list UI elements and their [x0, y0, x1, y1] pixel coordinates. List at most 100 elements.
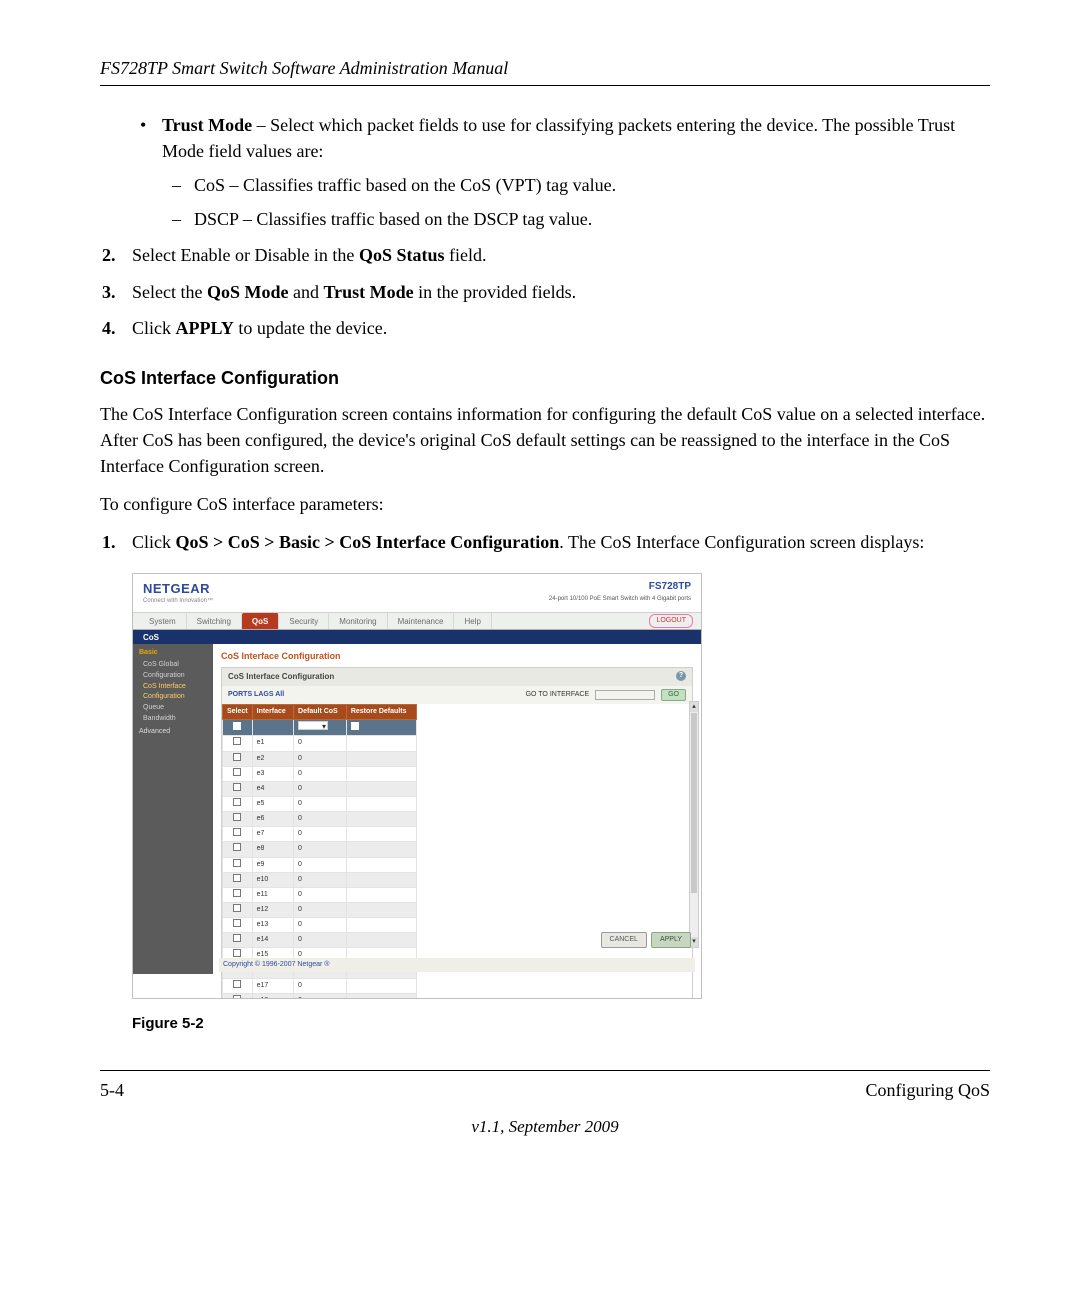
figure-5-2: NETGEAR Connect with Innovation™ FS728TP…: [132, 573, 990, 1035]
table-row: e170: [223, 978, 417, 993]
row-checkbox[interactable]: [233, 859, 241, 867]
restore-all-checkbox[interactable]: [351, 722, 359, 730]
trust-mode-label: Trust Mode: [162, 115, 252, 135]
select-all-checkbox[interactable]: [233, 722, 241, 730]
row-default-cos: 0: [294, 781, 347, 796]
row-checkbox[interactable]: [233, 737, 241, 745]
step3-post: in the provided fields.: [414, 282, 576, 302]
row-default-cos: 0: [294, 902, 347, 917]
apply-button[interactable]: APPLY: [651, 932, 691, 948]
row-restore: [346, 827, 416, 842]
table-row: e130: [223, 918, 417, 933]
row-default-cos: 0: [294, 993, 347, 999]
sidebar-item-cos-global[interactable]: CoS Global Configuration: [143, 660, 207, 680]
row-default-cos: 0: [294, 812, 347, 827]
tab-help[interactable]: Help: [454, 613, 491, 629]
logout-button[interactable]: LOGOUT: [649, 614, 693, 628]
row-restore: [346, 812, 416, 827]
main-panel: CoS Interface Configuration CoS Interfac…: [213, 644, 701, 974]
sidebar-item-queue[interactable]: Queue: [143, 703, 207, 713]
row-checkbox[interactable]: [233, 874, 241, 882]
tab-maintenance[interactable]: Maintenance: [388, 613, 455, 629]
version-line: v1.1, September 2009: [100, 1115, 990, 1140]
row-checkbox[interactable]: [233, 828, 241, 836]
row-checkbox[interactable]: [233, 919, 241, 927]
bottom-rule: [100, 1070, 990, 1071]
section-heading: CoS Interface Configuration: [100, 365, 990, 391]
row-interface: e7: [252, 827, 293, 842]
step3-b1: QoS Mode: [207, 282, 289, 302]
row-checkbox[interactable]: [233, 843, 241, 851]
row-restore: [346, 781, 416, 796]
row-interface: e17: [252, 978, 293, 993]
sub-nav-bar: CoS: [133, 630, 701, 644]
table-row: e90: [223, 857, 417, 872]
figure-caption: Figure 5-2: [132, 1013, 990, 1035]
row-checkbox[interactable]: [233, 980, 241, 988]
row-interface: e18: [252, 993, 293, 999]
scrollbar[interactable]: ▴ ▾: [689, 701, 699, 948]
sidebar-group-basic[interactable]: Basic: [139, 648, 207, 658]
cancel-button[interactable]: CANCEL: [601, 932, 647, 948]
trust-mode-dscp: DSCP – Classifies traffic based on the D…: [194, 206, 990, 232]
tab-qos[interactable]: QoS: [242, 613, 279, 629]
tab-system[interactable]: System: [139, 613, 187, 629]
tab-security[interactable]: Security: [279, 613, 329, 629]
help-icon[interactable]: ?: [676, 671, 686, 681]
scroll-thumb[interactable]: [691, 713, 697, 893]
sidebar-item-advanced[interactable]: Advanced: [139, 727, 207, 737]
row-default-cos: 0: [294, 736, 347, 751]
copyright-text: Copyright © 1996-2007 Netgear ®: [219, 958, 695, 972]
netgear-screenshot: NETGEAR Connect with Innovation™ FS728TP…: [132, 573, 702, 999]
steps-first: 2.Select Enable or Disable in the QoS St…: [100, 242, 990, 340]
row-interface: e6: [252, 812, 293, 827]
row-restore: [346, 796, 416, 811]
stepb1-bold: QoS > CoS > Basic > CoS Interface Config…: [176, 532, 560, 552]
row-checkbox[interactable]: [233, 934, 241, 942]
row-checkbox[interactable]: [233, 783, 241, 791]
row-default-cos: 0: [294, 842, 347, 857]
table-row: e100: [223, 872, 417, 887]
row-interface: e5: [252, 796, 293, 811]
model-desc: 24-port 10/100 PoE Smart Switch with 4 G…: [549, 595, 691, 604]
row-interface: e3: [252, 766, 293, 781]
stepb1-post: . The CoS Interface Configuration screen…: [559, 532, 924, 552]
panel-header: CoS Interface Configuration: [228, 671, 334, 683]
row-checkbox[interactable]: [233, 798, 241, 806]
row-checkbox[interactable]: [233, 995, 241, 1000]
ports-lags-all-link[interactable]: PORTS LAGS All: [228, 690, 284, 700]
tab-switching[interactable]: Switching: [187, 613, 242, 629]
table-row: e110: [223, 887, 417, 902]
step4-bold: APPLY: [176, 318, 234, 338]
scroll-down-icon[interactable]: ▾: [690, 937, 698, 947]
brand-logo: NETGEAR: [143, 581, 210, 596]
sidebar-item-cos-interface[interactable]: CoS Interface Configuration: [143, 682, 207, 702]
row-checkbox[interactable]: [233, 949, 241, 957]
tab-monitoring[interactable]: Monitoring: [329, 613, 387, 629]
trust-mode-desc: – Select which packet fields to use for …: [162, 115, 955, 161]
row-restore: [346, 842, 416, 857]
row-default-cos: 0: [294, 857, 347, 872]
row-checkbox[interactable]: [233, 768, 241, 776]
trust-mode-cos: CoS – Classifies traffic based on the Co…: [194, 172, 990, 198]
go-button[interactable]: GO: [661, 689, 686, 701]
row-restore: [346, 902, 416, 917]
step3-pre: Select the: [132, 282, 207, 302]
row-checkbox[interactable]: [233, 889, 241, 897]
row-checkbox[interactable]: [233, 813, 241, 821]
table-row: e70: [223, 827, 417, 842]
step3-mid: and: [289, 282, 324, 302]
goto-interface-input[interactable]: [595, 690, 655, 700]
table-row: e10: [223, 736, 417, 751]
row-checkbox[interactable]: [233, 904, 241, 912]
interface-table: Select Interface Default CoS Restore Def…: [222, 704, 417, 999]
row-default-cos: 0: [294, 978, 347, 993]
scroll-up-icon[interactable]: ▴: [690, 702, 698, 712]
row-interface: e12: [252, 902, 293, 917]
row-interface: e9: [252, 857, 293, 872]
table-row: e60: [223, 812, 417, 827]
row-checkbox[interactable]: [233, 753, 241, 761]
table-row: e120: [223, 902, 417, 917]
default-cos-dropdown[interactable]: [298, 721, 328, 730]
sidebar-item-bandwidth[interactable]: Bandwidth: [143, 714, 207, 724]
